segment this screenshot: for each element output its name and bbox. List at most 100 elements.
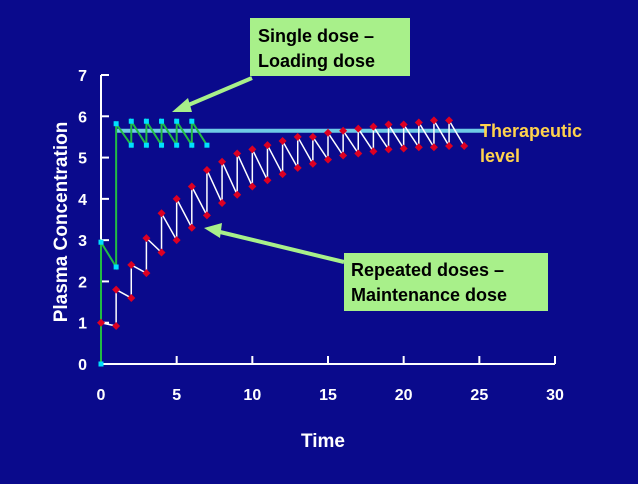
repeated-dose-point xyxy=(339,151,348,160)
repeated-dose-point xyxy=(233,190,242,199)
repeated-dose-point xyxy=(157,248,166,257)
repeated-dose-point xyxy=(278,170,287,179)
repeated-dose-point xyxy=(187,182,196,191)
repeated-doses-line-2: Maintenance dose xyxy=(351,285,507,305)
repeated-dose-point xyxy=(445,116,454,125)
repeated-dose-point xyxy=(112,322,121,331)
x-tick-label: 10 xyxy=(243,387,261,404)
single-dose-point xyxy=(113,121,119,127)
repeated-dose-point xyxy=(233,149,242,158)
x-tick-label: 0 xyxy=(97,387,106,404)
repeated-dose-point xyxy=(308,159,317,168)
repeated-dose-point xyxy=(460,142,469,151)
single-dose-arrowhead xyxy=(172,98,192,112)
repeated-dose-point xyxy=(293,163,302,172)
single-dose-point xyxy=(174,142,180,148)
repeated-dose-point xyxy=(142,269,151,278)
axes xyxy=(100,75,555,365)
repeated-dose-point xyxy=(248,182,257,191)
repeated-doses-callout: Repeated doses – Maintenance dose xyxy=(204,223,548,311)
repeated-dose-point xyxy=(112,285,121,294)
repeated-dose-series xyxy=(97,116,469,331)
x-tick-label: 15 xyxy=(319,387,337,404)
single-dose-point xyxy=(159,142,165,148)
repeated-dose-point xyxy=(202,211,211,220)
x-tick-label: 20 xyxy=(395,387,413,404)
y-tick-label: 1 xyxy=(78,316,87,333)
repeated-dose-point xyxy=(414,143,423,152)
y-tick-label: 0 xyxy=(78,357,87,374)
repeated-dose-point xyxy=(384,120,393,129)
repeated-doses-arrowhead xyxy=(204,223,222,238)
single-dose-point xyxy=(98,239,104,245)
y-tick-label: 4 xyxy=(78,192,87,209)
repeated-dose-point xyxy=(127,293,136,302)
single-dose-line-2: Loading dose xyxy=(258,51,375,71)
repeated-dose-point xyxy=(248,145,257,154)
repeated-dose-point xyxy=(218,157,227,166)
repeated-dose-point xyxy=(187,223,196,232)
repeated-dose-point xyxy=(127,260,136,269)
repeated-dose-point xyxy=(97,318,105,327)
repeated-dose-point xyxy=(445,142,454,151)
single-dose-series xyxy=(98,117,210,367)
repeated-dose-point xyxy=(339,126,348,135)
repeated-dose-point xyxy=(354,149,363,158)
y-tick-label: 6 xyxy=(78,109,87,126)
y-tick-label: 2 xyxy=(78,274,87,291)
single-dose-line-1: Single dose – xyxy=(258,26,374,46)
repeated-dose-point xyxy=(399,144,408,153)
repeated-dose-point xyxy=(384,145,393,154)
single-dose-point xyxy=(143,118,149,124)
ticks: 0 1 2 3 4 5 6 7 0 5 10 15 20 25 30 xyxy=(78,68,564,404)
therapeutic-label-line-2: level xyxy=(480,146,520,166)
repeated-doses-callout-box xyxy=(344,253,548,311)
y-tick-label: 3 xyxy=(78,233,87,250)
repeated-doses-arrow xyxy=(219,230,345,264)
repeated-dose-point xyxy=(202,165,211,174)
repeated-dose-point xyxy=(429,116,438,125)
repeated-dose-point xyxy=(263,141,272,150)
repeated-dose-point xyxy=(308,132,317,141)
repeated-dose-point xyxy=(218,198,227,207)
repeated-dose-point xyxy=(263,176,272,185)
single-dose-point xyxy=(143,142,149,148)
repeated-dose-point xyxy=(414,118,423,127)
x-tick-label: 25 xyxy=(470,387,488,404)
y-tick-label: 7 xyxy=(78,68,87,85)
repeated-dose-point xyxy=(324,155,332,164)
single-dose-point xyxy=(128,118,134,124)
repeated-dose-point xyxy=(172,194,181,203)
repeated-dose-point xyxy=(354,124,363,133)
repeated-dose-point xyxy=(369,147,378,156)
repeated-dose-point xyxy=(369,122,378,131)
repeated-doses-line-1: Repeated doses – xyxy=(351,260,504,280)
repeated-dose-point xyxy=(142,234,151,243)
single-dose-point xyxy=(128,142,134,148)
repeated-dose-point xyxy=(157,209,166,218)
single-dose-arrow xyxy=(185,76,253,108)
therapeutic-label: Therapeutic level xyxy=(480,121,582,166)
single-dose-point xyxy=(159,118,165,124)
repeated-dose-point xyxy=(278,137,287,146)
x-axis-label: Time xyxy=(301,431,345,452)
therapeutic-label-line-1: Therapeutic xyxy=(480,121,582,141)
repeated-dose-point xyxy=(324,128,332,137)
single-dose-point xyxy=(113,264,119,270)
single-dose-point xyxy=(189,142,195,148)
x-tick-label: 30 xyxy=(546,387,564,404)
repeated-dose-point xyxy=(172,236,181,245)
y-axis-label: Plasma Concentration xyxy=(51,122,72,323)
single-dose-point xyxy=(98,361,104,367)
single-dose-callout: Single dose – Loading dose xyxy=(172,18,410,112)
repeated-dose-point xyxy=(293,132,302,141)
repeated-dose-point xyxy=(429,143,438,152)
single-dose-callout-box xyxy=(250,18,410,76)
single-dose-point xyxy=(204,142,210,148)
y-tick-label: 5 xyxy=(78,151,87,168)
repeated-dose-point xyxy=(399,120,408,129)
single-dose-point xyxy=(174,118,180,124)
x-tick-label: 5 xyxy=(172,387,181,404)
